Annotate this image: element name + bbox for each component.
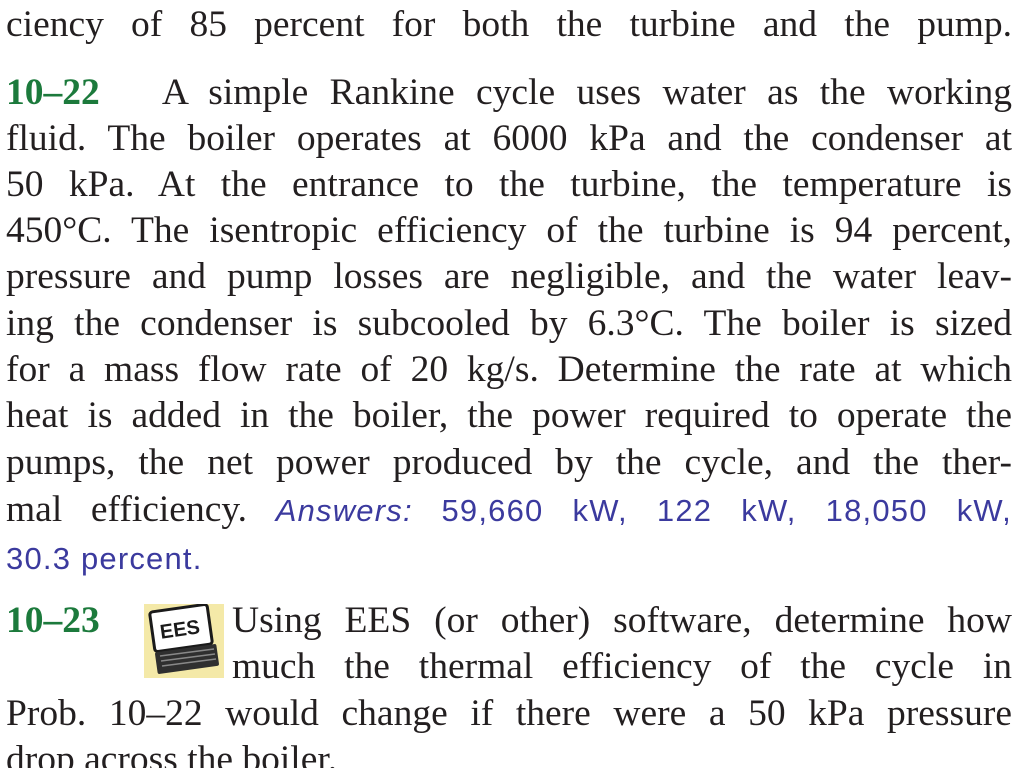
problem-number: 10–22 <box>6 72 100 113</box>
problem-10-23-number-line: 10–23 <box>6 598 126 644</box>
ees-software-icon: EES <box>144 604 224 678</box>
problem-text-line: 450°C. The isentropic efficiency of the … <box>6 210 1012 251</box>
problem-text-line: fluid. The boiler operates at 6000 kPa a… <box>6 118 1012 159</box>
answers-label: Answers: <box>275 493 413 528</box>
problem-text-line: for a mass flow rate of 20 kg/s. Determi… <box>6 349 1012 390</box>
answers-continuation: 30.3 percent. <box>6 535 1012 582</box>
problem-text-line: Using EES (or other) software, determine… <box>232 600 1012 641</box>
answers-values: 59,660 kW, 122 kW, 18,050 kW, <box>441 493 1012 528</box>
text-line: ciency of 85 percent for both the turbin… <box>6 4 1012 45</box>
problem-text-line: ing the condenser is subcooled by 6.3°C.… <box>6 303 1012 344</box>
problem-number: 10–23 <box>6 600 100 641</box>
problem-text-line: pressure and pump losses are negligible,… <box>6 256 1012 297</box>
problem-text-line: 50 kPa. At the entrance to the turbine, … <box>6 164 1012 205</box>
problem-text-line: much the thermal efficiency of the cycle… <box>232 646 1012 687</box>
problem-10-22-line-1: 10–22 A simple Rankine cycle uses water … <box>6 70 1012 116</box>
problem-text-line: drop across the boiler. <box>6 739 338 768</box>
problem-text-line: Prob. 10–22 would change if there were a… <box>6 693 1012 734</box>
problem-text: mal efficiency. <box>6 489 248 530</box>
problem-text-line: pumps, the net power produced by the cyc… <box>6 442 1012 483</box>
problem-text: A simple Rankine cycle uses water as the… <box>161 72 1012 113</box>
answers-values: 30.3 percent. <box>6 541 203 576</box>
problem-text-line: heat is added in the boiler, the power r… <box>6 395 1012 436</box>
problem-answers-line: mal efficiency. Answers: 59,660 kW, 122 … <box>6 487 1012 534</box>
